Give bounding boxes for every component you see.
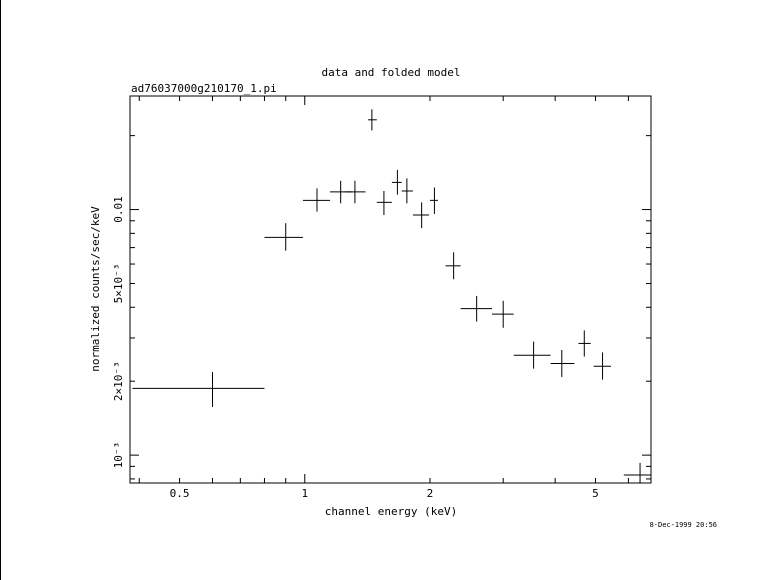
data-point	[513, 341, 551, 369]
data-point	[460, 295, 493, 322]
chart-subtitle: ad76037000g210170_1.pi	[131, 82, 277, 95]
data-point	[391, 169, 402, 195]
y-tick-label: 5×10⁻³	[112, 264, 125, 304]
x-tick-label: 2	[427, 487, 434, 500]
data-point	[376, 191, 392, 216]
timestamp: 8-Dec-1999 20:56	[650, 521, 717, 529]
data-point	[264, 223, 303, 251]
data-point	[550, 349, 575, 378]
data-point	[445, 252, 461, 280]
y-tick-label: 0.01	[112, 196, 125, 223]
data-points	[132, 109, 651, 483]
x-tick-label: 1	[301, 487, 308, 500]
x-axis-tick-labels: 0.5 1 2 5	[170, 487, 599, 500]
data-point	[401, 178, 413, 204]
x-axis-ticks	[138, 96, 629, 483]
data-point	[492, 300, 514, 328]
data-point	[412, 202, 430, 229]
data-point	[368, 109, 377, 131]
x-tick-label: 5	[592, 487, 599, 500]
data-point	[345, 180, 366, 204]
data-point	[623, 462, 651, 483]
y-tick-label: 2×10⁻³	[112, 361, 125, 401]
data-point	[302, 188, 331, 212]
data-point	[132, 372, 265, 408]
chart-title: data and folded model	[321, 66, 460, 79]
x-axis-label: channel energy (keV)	[325, 505, 457, 518]
data-point	[578, 330, 591, 357]
data-point	[429, 187, 438, 214]
x-tick-label: 0.5	[170, 487, 190, 500]
y-axis-ticks	[130, 135, 651, 480]
data-point	[593, 352, 612, 380]
y-axis-tick-labels: 10⁻³ 2×10⁻³ 5×10⁻³ 0.01	[112, 196, 125, 468]
plot-frame	[129, 95, 652, 484]
y-axis-label: normalized counts/sec/keV	[89, 206, 102, 372]
y-tick-label: 10⁻³	[112, 442, 125, 469]
